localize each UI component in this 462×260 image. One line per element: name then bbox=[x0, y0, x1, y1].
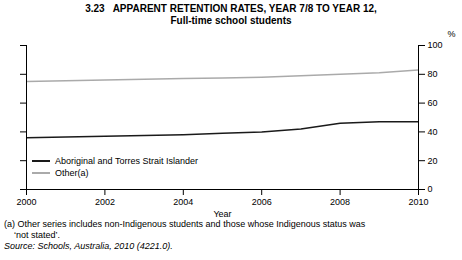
html-text:3.23 APPARENT RETENTION RATES,: 3.23 APPARENT RETENTION RATES, YEAR 7/8 … bbox=[85, 3, 377, 14]
svg-text:2000: 2000 bbox=[16, 197, 36, 207]
html-text:Other(a): Other(a) bbox=[55, 168, 89, 178]
svg-text:%: % bbox=[447, 29, 455, 39]
svg-text:2004: 2004 bbox=[173, 197, 193, 207]
svg-text:40: 40 bbox=[428, 127, 438, 137]
html-text:Source: Schools, Australia, 20: Source: Schools, Australia, 2010 (4221.0… bbox=[4, 241, 173, 251]
html-text:(a) Other series includes non-: (a) Other series includes non-Indigenous… bbox=[4, 219, 366, 229]
svg-text:80: 80 bbox=[428, 69, 438, 79]
svg-text:60: 60 bbox=[428, 98, 438, 108]
svg-text:100: 100 bbox=[428, 40, 443, 50]
svg-text:20: 20 bbox=[428, 156, 438, 166]
svg-text:2008: 2008 bbox=[330, 197, 350, 207]
svg-text:2010: 2010 bbox=[408, 197, 428, 207]
svg-text:0: 0 bbox=[428, 184, 433, 194]
html-text:‘not stated’.: ‘not stated’. bbox=[4, 230, 60, 240]
svg-text:2006: 2006 bbox=[252, 197, 272, 207]
svg-text:2002: 2002 bbox=[95, 197, 115, 207]
html-text:Aboriginal and Torres Strait I: Aboriginal and Torres Strait Islander bbox=[55, 156, 198, 166]
html-text:Full-time school students: Full-time school students bbox=[170, 15, 292, 26]
svg-text:Year: Year bbox=[213, 209, 231, 219]
